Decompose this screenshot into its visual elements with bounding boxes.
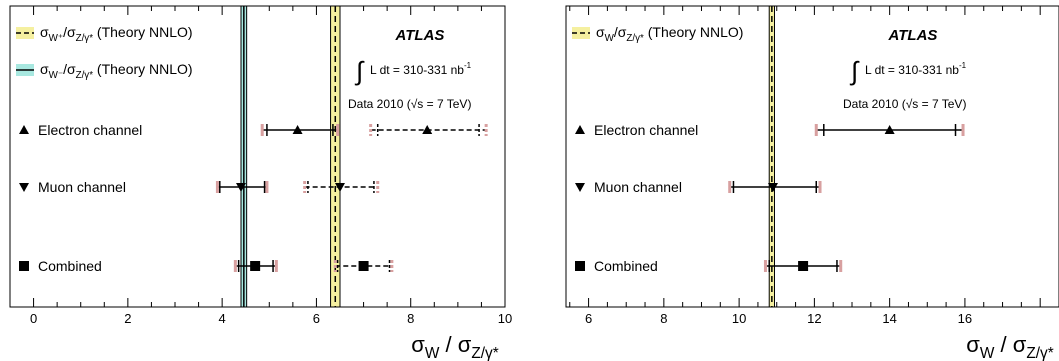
row-label-0: Electron channel (38, 122, 142, 138)
x-tick-label: 10 (498, 311, 512, 326)
x-axis-label-sub1: W (980, 345, 995, 361)
data-point-3-marker (335, 183, 345, 192)
x-axis-label-sub1: W (425, 345, 440, 361)
legend-label-0-sub2: Z/γ* (76, 33, 94, 44)
x-axis-label: σW / σZ/γ* (411, 332, 498, 361)
x-tick-label: 8 (407, 311, 414, 326)
data-point-3 (303, 181, 380, 193)
row-label-0-marker (19, 125, 29, 134)
data-label: Data 2010 (√s = 7 TeV) (348, 97, 471, 111)
legend-label-1-sub2: Z/γ* (76, 70, 94, 81)
x-tick-label: 8 (660, 311, 667, 326)
x-tick-label: 4 (219, 311, 226, 326)
data-point-2 (763, 260, 843, 272)
luminosity-text: L dt = 310-331 nb (865, 63, 959, 77)
plot-frame (565, 5, 1059, 308)
data-point-5 (333, 260, 394, 272)
row-label-0-marker (575, 125, 585, 134)
row-label-2: Combined (38, 258, 102, 274)
row-label-1: Muon channel (38, 179, 126, 195)
integral-symbol: ∫ (849, 56, 860, 86)
row-label-1-marker (575, 183, 585, 192)
legend-label-0-sigma: σ (40, 24, 49, 40)
row-label-1-marker (19, 183, 29, 192)
data-point-1 (369, 124, 488, 136)
legend-label-1-sigma: σ (40, 61, 49, 77)
data-point-1 (728, 181, 822, 193)
x-axis-label-sigma: σ (966, 332, 980, 357)
data-point-1-marker (422, 125, 433, 134)
x-axis-label-sep: / σ (439, 332, 471, 357)
legend-label-0-sub1: W⁺ (49, 33, 63, 44)
legend-label-0: σW/σZ/γ* (Theory NNLO) (596, 24, 743, 44)
data-point-4-marker (250, 261, 261, 271)
x-axis-label-sub2: Z/γ* (1026, 345, 1053, 361)
x-tick-label: 12 (807, 311, 821, 326)
plot-frame (9, 5, 506, 308)
row-label-2-marker (575, 261, 585, 271)
legend-label-0-sigma: σ (596, 24, 605, 40)
legend-label-0-sub1: W (605, 33, 615, 44)
row-label-2: Combined (594, 258, 658, 274)
legend-label-0-sub2: Z/γ* (626, 33, 644, 44)
luminosity-exponent: -1 (464, 61, 472, 70)
x-tick-label: 2 (124, 311, 131, 326)
luminosity-exponent: -1 (959, 61, 967, 70)
data-point-2-marker (236, 183, 246, 192)
legend-label-1-tail: (Theory NNLO) (93, 61, 193, 77)
integral-symbol: ∫ (354, 56, 365, 86)
data-point-2-marker (798, 261, 809, 271)
experiment-label: ATLAS (395, 27, 445, 44)
data-point-0 (814, 124, 965, 136)
x-axis-label-sub2: Z/γ* (471, 345, 498, 361)
legend-label-1: σW⁻/σZ/γ* (Theory NNLO) (40, 61, 193, 81)
x-axis-label: σW / σZ/γ* (966, 332, 1053, 361)
row-label-1: Muon channel (594, 179, 682, 195)
data-point-0-marker (884, 125, 895, 134)
legend-label-0-tail: (Theory NNLO) (93, 24, 193, 40)
data-label: Data 2010 (√s = 7 TeV) (843, 97, 966, 111)
data-point-0 (260, 124, 340, 136)
luminosity-label: L dt = 310-331 nb-1 (865, 61, 967, 77)
legend-label-0-sep: /σ (614, 24, 627, 40)
luminosity-text: L dt = 310-331 nb (370, 63, 464, 77)
legend-label-1-sep: /σ (63, 61, 76, 77)
row-label-2-marker (19, 261, 29, 271)
row-label-0: Electron channel (594, 122, 698, 138)
x-axis-label-sigma: σ (411, 332, 425, 357)
luminosity-label: L dt = 310-331 nb-1 (370, 61, 472, 77)
data-point-4 (233, 260, 278, 272)
x-tick-label: 14 (882, 311, 896, 326)
x-tick-label: 6 (313, 311, 320, 326)
x-axis-label-sep: / σ (994, 332, 1026, 357)
x-tick-label: 0 (30, 311, 37, 326)
legend-label-1-sub1: W⁻ (49, 70, 63, 81)
legend-label-0-sep: /σ (63, 24, 76, 40)
legend-label-0-tail: (Theory NNLO) (644, 24, 744, 40)
x-tick-label: 6 (585, 311, 592, 326)
experiment-label: ATLAS (888, 27, 938, 44)
x-tick-label: 16 (958, 311, 972, 326)
data-point-2 (215, 181, 269, 193)
data-point-5-marker (358, 261, 369, 271)
data-point-1-marker (767, 183, 778, 192)
x-tick-label: 10 (732, 311, 746, 326)
legend-label-0: σW⁺/σZ/γ* (Theory NNLO) (40, 24, 193, 44)
data-point-0-marker (292, 125, 303, 134)
